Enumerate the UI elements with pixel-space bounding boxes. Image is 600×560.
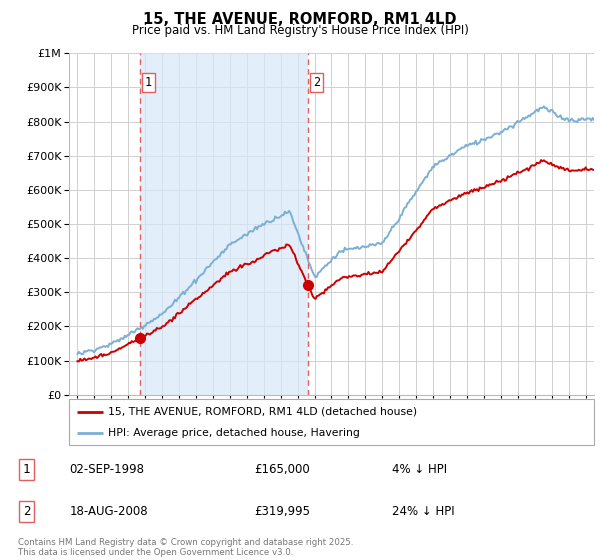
Text: Contains HM Land Registry data © Crown copyright and database right 2025.
This d: Contains HM Land Registry data © Crown c…: [18, 538, 353, 557]
FancyBboxPatch shape: [69, 399, 594, 445]
Text: £319,995: £319,995: [254, 505, 310, 518]
Text: 15, THE AVENUE, ROMFORD, RM1 4LD (detached house): 15, THE AVENUE, ROMFORD, RM1 4LD (detach…: [109, 407, 418, 417]
Text: 1: 1: [145, 76, 152, 88]
Text: 02-SEP-1998: 02-SEP-1998: [70, 463, 145, 476]
Text: 4% ↓ HPI: 4% ↓ HPI: [392, 463, 447, 476]
Bar: [140, 53, 308, 395]
Text: 1: 1: [23, 463, 30, 476]
Text: £165,000: £165,000: [254, 463, 310, 476]
Text: 15, THE AVENUE, ROMFORD, RM1 4LD: 15, THE AVENUE, ROMFORD, RM1 4LD: [143, 12, 457, 27]
Text: Price paid vs. HM Land Registry's House Price Index (HPI): Price paid vs. HM Land Registry's House …: [131, 24, 469, 36]
Text: 2: 2: [23, 505, 30, 518]
Text: HPI: Average price, detached house, Havering: HPI: Average price, detached house, Have…: [109, 428, 360, 438]
Text: 2: 2: [313, 76, 320, 88]
Text: 18-AUG-2008: 18-AUG-2008: [70, 505, 148, 518]
Text: 24% ↓ HPI: 24% ↓ HPI: [392, 505, 455, 518]
